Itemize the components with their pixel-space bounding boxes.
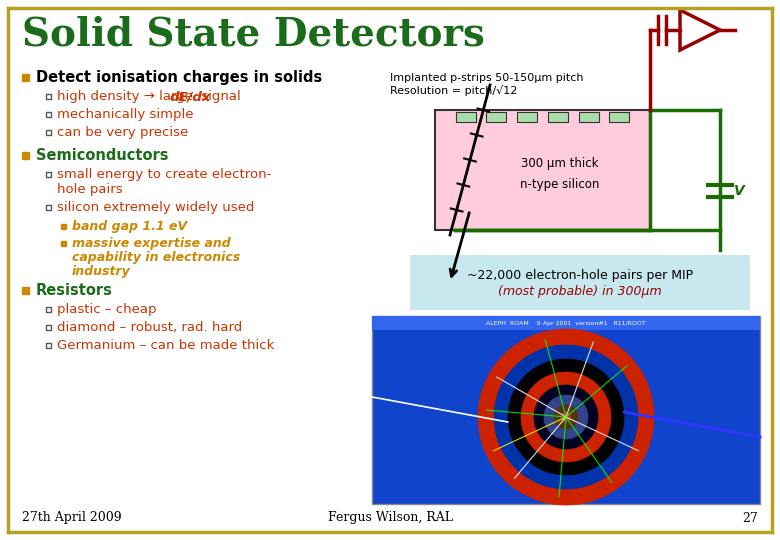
Bar bbox=[45, 205, 51, 210]
Polygon shape bbox=[680, 10, 720, 50]
Bar bbox=[45, 307, 51, 312]
Circle shape bbox=[554, 405, 578, 429]
Text: Solid State Detectors: Solid State Detectors bbox=[22, 15, 485, 53]
Circle shape bbox=[521, 372, 611, 462]
Text: n-type silicon: n-type silicon bbox=[520, 178, 599, 191]
Text: Germanium – can be made thick: Germanium – can be made thick bbox=[57, 339, 275, 352]
Bar bbox=[372, 316, 760, 330]
Bar bbox=[517, 112, 537, 122]
Text: high density → large: high density → large bbox=[57, 90, 197, 103]
Bar bbox=[22, 73, 29, 80]
Bar bbox=[45, 172, 51, 177]
Bar bbox=[579, 112, 598, 122]
Text: mechanically simple: mechanically simple bbox=[57, 108, 193, 121]
Bar bbox=[456, 112, 476, 122]
Bar bbox=[548, 112, 568, 122]
Bar bbox=[487, 112, 506, 122]
Text: ~22,000 electron-hole pairs per MIP: ~22,000 electron-hole pairs per MIP bbox=[467, 269, 693, 282]
Text: signal: signal bbox=[197, 90, 241, 103]
Text: Resolution = pitch/√12: Resolution = pitch/√12 bbox=[390, 85, 517, 96]
Text: silicon extremely widely used: silicon extremely widely used bbox=[57, 201, 254, 214]
Circle shape bbox=[478, 329, 654, 505]
Text: can be very precise: can be very precise bbox=[57, 126, 188, 139]
Text: ALEPH  ROAM    9 Apr 2001  version#1   R11/ROOT: ALEPH ROAM 9 Apr 2001 version#1 R11/ROOT bbox=[486, 321, 646, 326]
Text: V: V bbox=[734, 184, 745, 198]
Circle shape bbox=[544, 395, 588, 439]
Bar bbox=[45, 342, 51, 348]
Text: 27: 27 bbox=[743, 511, 758, 524]
Bar bbox=[45, 111, 51, 117]
Text: small energy to create electron-
hole pairs: small energy to create electron- hole pa… bbox=[57, 168, 271, 196]
Text: dE/dx: dE/dx bbox=[169, 90, 211, 103]
Bar bbox=[45, 325, 51, 329]
Bar bbox=[22, 152, 29, 159]
Text: (most probable) in 300μm: (most probable) in 300μm bbox=[498, 285, 661, 298]
Circle shape bbox=[561, 412, 571, 422]
Text: Resistors: Resistors bbox=[36, 283, 113, 298]
Text: massive expertise and: massive expertise and bbox=[72, 237, 231, 250]
Bar bbox=[45, 130, 51, 134]
Text: Fergus Wilson, RAL: Fergus Wilson, RAL bbox=[328, 511, 452, 524]
Text: Detect ionisation charges in solids: Detect ionisation charges in solids bbox=[36, 70, 322, 85]
Text: 27th April 2009: 27th April 2009 bbox=[22, 511, 122, 524]
Bar bbox=[435, 110, 650, 230]
Text: Semiconductors: Semiconductors bbox=[36, 148, 168, 163]
Text: band gap 1.1 eV: band gap 1.1 eV bbox=[72, 220, 187, 233]
Bar bbox=[61, 240, 66, 246]
Bar bbox=[609, 112, 629, 122]
Circle shape bbox=[494, 345, 638, 489]
Text: Implanted p-strips 50-150μm pitch: Implanted p-strips 50-150μm pitch bbox=[390, 73, 583, 83]
Bar bbox=[410, 255, 750, 310]
Text: industry: industry bbox=[72, 265, 131, 278]
Bar bbox=[22, 287, 29, 294]
Circle shape bbox=[534, 385, 598, 449]
Text: plastic – cheap: plastic – cheap bbox=[57, 303, 157, 316]
Text: capability in electronics: capability in electronics bbox=[72, 251, 240, 264]
Bar bbox=[372, 316, 760, 504]
Circle shape bbox=[508, 359, 624, 475]
Text: diamond – robust, rad. hard: diamond – robust, rad. hard bbox=[57, 321, 243, 334]
Bar bbox=[61, 224, 66, 228]
Text: 300 μm thick: 300 μm thick bbox=[521, 158, 598, 171]
Bar bbox=[45, 93, 51, 98]
